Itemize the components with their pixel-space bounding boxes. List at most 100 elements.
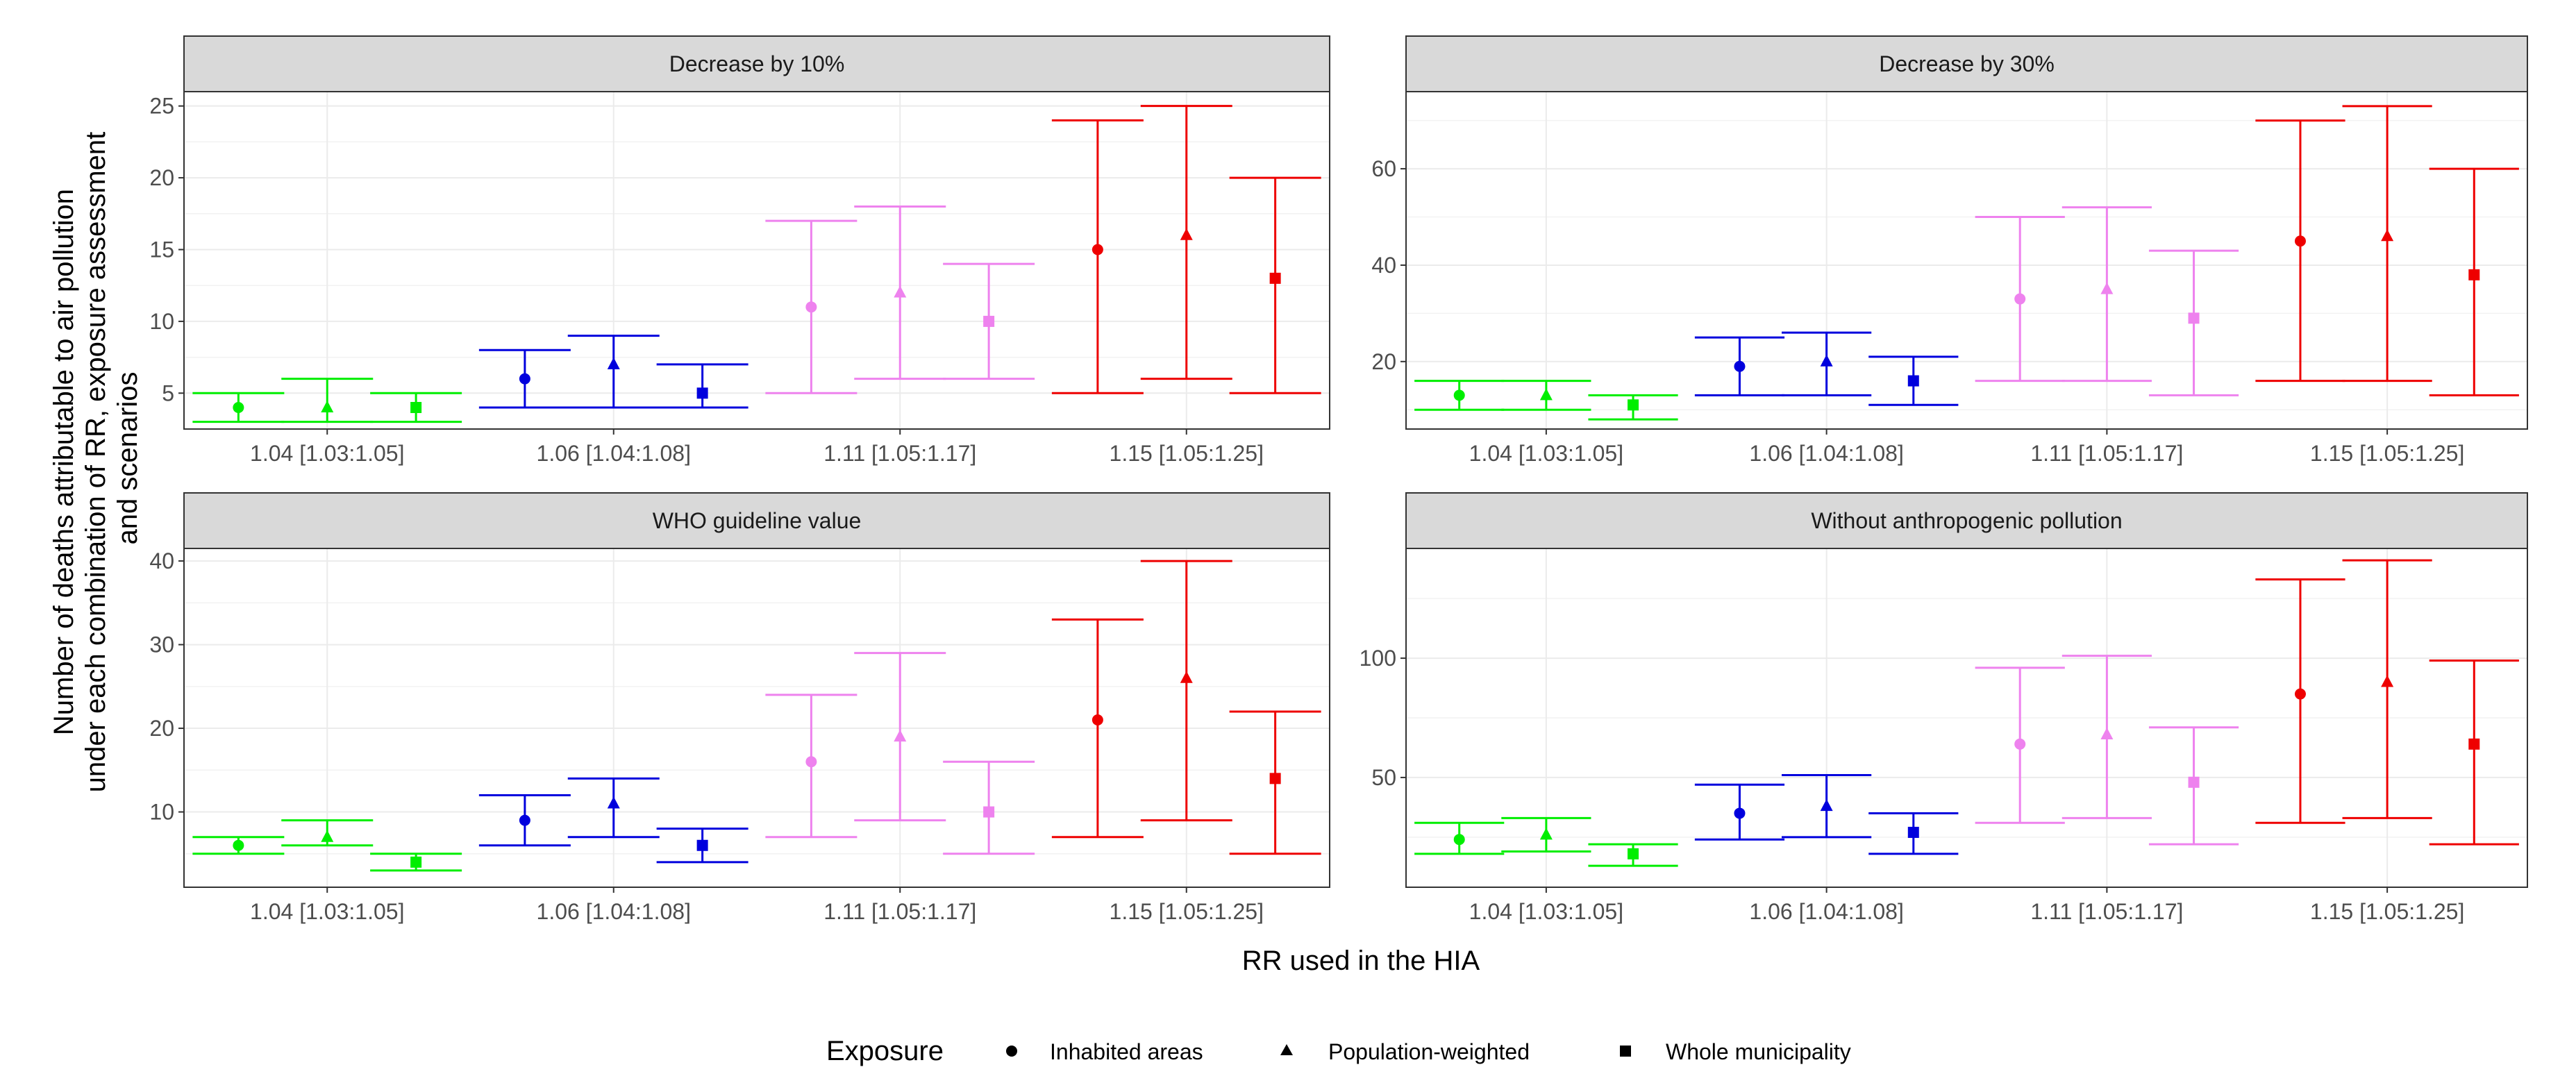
point-inhabited-areas <box>1734 807 1746 819</box>
point-inhabited-areas <box>519 373 530 385</box>
panel-border <box>1405 91 2528 430</box>
legend-title: Exposure <box>826 1036 944 1066</box>
point-population-weighted <box>321 400 334 412</box>
point-inhabited-areas <box>1734 360 1746 372</box>
facet-title: WHO guideline value <box>653 508 862 533</box>
panel-border <box>183 91 1330 430</box>
y-tick-label: 15 <box>149 237 174 262</box>
facet-title: Without anthropogenic pollution <box>1811 508 2122 533</box>
point-inhabited-areas <box>805 301 817 313</box>
x-tick-label: 1.04 [1.03:1.05] <box>250 899 404 924</box>
point-population-weighted <box>1180 671 1193 683</box>
x-tick-label: 1.15 [1.05:1.25] <box>2310 899 2464 924</box>
y-tick-label: 20 <box>149 165 174 190</box>
point-whole-municipality <box>696 387 708 399</box>
panel-4: Without anthropogenic pollution 50 100 1.04… <box>1360 492 2528 924</box>
legend-item-whole-municipality: Whole municipality <box>1666 1039 1851 1064</box>
y-tick-label: 40 <box>149 548 174 573</box>
x-tick-label: 1.06 [1.04:1.08] <box>537 441 691 466</box>
y-tick-label: 50 <box>1371 765 1396 790</box>
point-inhabited-areas <box>2014 738 2026 750</box>
y-tick-label: 30 <box>149 632 174 657</box>
y-tick-label: 60 <box>1371 156 1396 181</box>
point-inhabited-areas <box>2294 235 2306 247</box>
point-inhabited-areas <box>2294 688 2306 700</box>
x-tick-label: 1.15 [1.05:1.25] <box>1110 899 1264 924</box>
point-whole-municipality <box>410 856 422 868</box>
legend-circle-icon <box>1006 1046 1017 1057</box>
point-population-weighted <box>607 796 620 809</box>
y-tick-label: 20 <box>149 716 174 741</box>
point-inhabited-areas <box>519 814 530 826</box>
facet-title: Decrease by 10% <box>669 51 845 76</box>
x-tick-label: 1.06 [1.04:1.08] <box>1749 441 1903 466</box>
point-population-weighted <box>1820 354 1833 367</box>
facet-strip <box>183 492 1330 549</box>
y-tick-label: 20 <box>1371 349 1396 374</box>
point-whole-municipality <box>1269 272 1281 284</box>
point-whole-municipality <box>1269 773 1281 784</box>
x-tick-label: 1.15 [1.05:1.25] <box>2310 441 2464 466</box>
point-inhabited-areas <box>233 839 244 851</box>
x-tick-label: 1.06 [1.04:1.08] <box>537 899 691 924</box>
x-tick-label: 1.15 [1.05:1.25] <box>1110 441 1264 466</box>
point-population-weighted <box>1539 828 1553 840</box>
point-inhabited-areas <box>2014 293 2026 305</box>
y-tick-label: 25 <box>149 94 174 119</box>
panel-3: WHO guideline value 10 20 30 40 1.04 [1.03:1.… <box>149 492 1330 924</box>
legend-item-inhabited-areas: Inhabited areas <box>1050 1039 1203 1064</box>
point-inhabited-areas <box>805 756 817 768</box>
x-tick-label: 1.11 [1.05:1.17] <box>823 899 976 924</box>
point-whole-municipality <box>1907 375 1919 387</box>
point-population-weighted <box>1539 388 1553 401</box>
point-whole-municipality <box>1628 399 1639 411</box>
x-tick-label: 1.11 [1.05:1.17] <box>2030 899 2183 924</box>
point-population-weighted <box>894 730 907 742</box>
y-tick-label: 40 <box>1371 253 1396 278</box>
panel-border <box>1405 548 2528 888</box>
point-inhabited-areas <box>1092 244 1103 255</box>
point-population-weighted <box>607 357 620 369</box>
y-tick-label: 100 <box>1360 646 1396 671</box>
point-population-weighted <box>2100 282 2114 294</box>
panel-background <box>184 92 1330 429</box>
point-whole-municipality <box>410 401 422 413</box>
facet-strip <box>1405 35 2528 92</box>
point-whole-municipality <box>983 315 995 327</box>
point-inhabited-areas <box>1092 714 1103 726</box>
point-population-weighted <box>2381 675 2394 687</box>
y-tick-label: 5 <box>162 380 174 405</box>
point-whole-municipality <box>1628 848 1639 859</box>
panel-background <box>1406 92 2527 429</box>
panel-1: Decrease by 10% 5 10 15 20 25 1.04 [1.03:1.05]… <box>149 35 1330 466</box>
point-whole-municipality <box>983 806 995 818</box>
x-tick-label: 1.11 [1.05:1.17] <box>823 441 976 466</box>
x-axis-title: RR used in the HIA <box>1242 946 1480 976</box>
point-inhabited-areas <box>233 401 244 413</box>
y-tick-label: 10 <box>149 800 174 825</box>
point-whole-municipality <box>1907 826 1919 838</box>
point-whole-municipality <box>2188 312 2200 324</box>
point-population-weighted <box>321 830 334 842</box>
point-population-weighted <box>1180 228 1193 240</box>
x-tick-label: 1.04 [1.03:1.05] <box>250 441 404 466</box>
point-whole-municipality <box>2468 738 2480 750</box>
x-tick-label: 1.06 [1.04:1.08] <box>1749 899 1903 924</box>
point-whole-municipality <box>696 839 708 851</box>
panels: Decrease by 10% 5 10 15 20 25 1.04 [1.03:1.05]… <box>149 35 2528 924</box>
point-whole-municipality <box>2468 269 2480 280</box>
facet-strip <box>183 35 1330 92</box>
point-population-weighted <box>1820 799 1833 812</box>
y-axis-title: Number of deaths attributable to air pol… <box>49 124 143 793</box>
x-tick-label: 1.04 [1.03:1.05] <box>1469 441 1623 466</box>
y-axis-title-line-1: Number of deaths attributable to air pol… <box>49 189 79 735</box>
y-axis-title-line-3: and scenarios <box>112 371 143 544</box>
legend-triangle-icon <box>1280 1044 1293 1055</box>
panel-2: Decrease by 30% 20 40 60 1.04 [1.03:1.05] 1.0… <box>1371 35 2528 466</box>
panel-background <box>184 548 1330 887</box>
panel-border <box>183 548 1330 888</box>
point-inhabited-areas <box>1453 389 1465 401</box>
facet-title: Decrease by 30% <box>1879 51 2055 76</box>
x-tick-label: 1.11 [1.05:1.17] <box>2030 441 2183 466</box>
